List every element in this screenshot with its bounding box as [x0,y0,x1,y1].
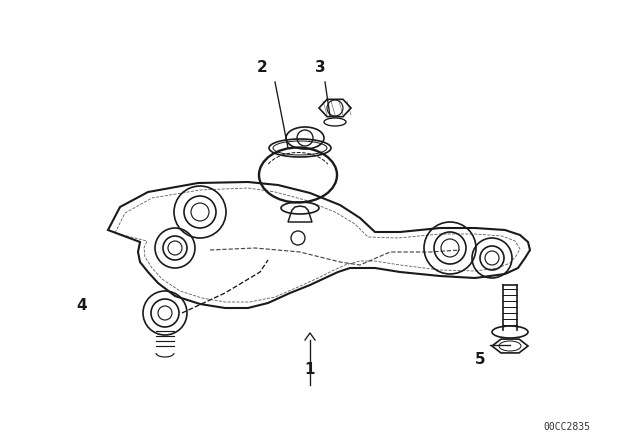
Text: 5: 5 [475,353,485,367]
Text: 1: 1 [305,362,316,378]
Text: 3: 3 [315,60,325,76]
Text: 00CC2835: 00CC2835 [543,422,590,432]
Text: 2: 2 [257,60,268,76]
Text: 4: 4 [77,297,87,313]
